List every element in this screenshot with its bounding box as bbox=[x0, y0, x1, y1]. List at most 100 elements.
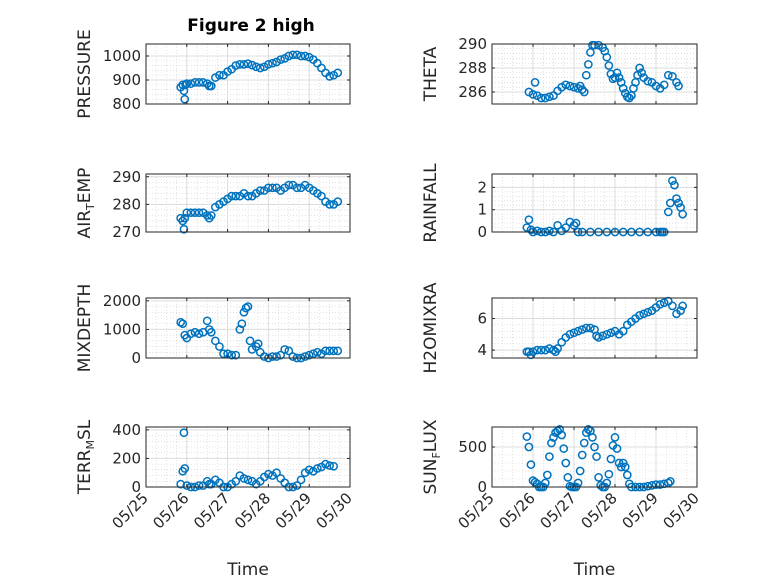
data-point bbox=[573, 326, 583, 336]
data-point bbox=[579, 438, 589, 448]
data-point bbox=[606, 328, 616, 338]
data-point bbox=[190, 78, 200, 87]
data-point bbox=[215, 70, 224, 80]
data-point bbox=[243, 475, 253, 485]
x-axis-label: Time bbox=[226, 560, 269, 580]
y-axis-label: SUNFLUX bbox=[421, 419, 443, 494]
data-point bbox=[555, 425, 565, 434]
y-tick-label: 288 bbox=[458, 59, 487, 77]
subplot-rainfall: 0 1 2 RAINFALL bbox=[421, 163, 698, 243]
data-point bbox=[296, 51, 306, 61]
data-point bbox=[577, 325, 587, 334]
data-point bbox=[639, 309, 649, 319]
data-point bbox=[194, 481, 204, 490]
data-point bbox=[553, 344, 562, 353]
data-point bbox=[292, 183, 302, 193]
x-tick-label: 05/25 bbox=[109, 489, 152, 532]
data-point bbox=[329, 461, 339, 471]
data-point bbox=[536, 93, 546, 103]
data-point bbox=[588, 433, 597, 442]
data-point bbox=[573, 84, 583, 93]
axes-box bbox=[491, 173, 698, 233]
data-point bbox=[280, 345, 290, 354]
data-point bbox=[610, 73, 620, 82]
data-point bbox=[561, 80, 571, 90]
data-point bbox=[235, 60, 245, 69]
x-tick-label: 05/28 bbox=[231, 489, 274, 532]
data-point bbox=[231, 61, 241, 70]
data-point bbox=[643, 76, 653, 86]
data-point bbox=[231, 350, 241, 360]
data-point bbox=[178, 319, 188, 329]
data-point bbox=[545, 226, 554, 236]
data-point bbox=[241, 303, 251, 313]
x-tick-label: 05/29 bbox=[272, 489, 315, 532]
data-point bbox=[276, 350, 285, 360]
data-point bbox=[586, 48, 595, 57]
y-tick-label: 500 bbox=[458, 438, 487, 456]
data-point bbox=[590, 442, 599, 452]
data-point bbox=[268, 58, 277, 68]
y-axis-label: TERRMSL bbox=[75, 419, 97, 495]
data-point bbox=[569, 82, 579, 92]
data-point bbox=[524, 215, 534, 225]
data-point bbox=[284, 180, 294, 190]
data-point bbox=[635, 63, 644, 73]
data-point bbox=[612, 68, 622, 78]
data-point bbox=[243, 59, 253, 69]
data-point bbox=[545, 452, 554, 461]
data-point bbox=[182, 79, 192, 88]
data-point bbox=[288, 352, 298, 361]
y-tick-label: 2000 bbox=[103, 292, 141, 310]
data-point bbox=[292, 50, 302, 60]
data-point bbox=[308, 349, 318, 359]
data-point bbox=[325, 461, 334, 470]
data-point bbox=[243, 191, 253, 201]
data-point bbox=[643, 307, 653, 317]
data-point bbox=[575, 466, 585, 476]
y-tick-label: 270 bbox=[112, 223, 141, 241]
data-point bbox=[666, 198, 675, 208]
data-point bbox=[296, 475, 306, 485]
data-point bbox=[284, 51, 294, 61]
data-point bbox=[618, 326, 628, 336]
axes-box bbox=[145, 297, 351, 359]
subplot-mixdepth: 0 1000 2000 MIXDEPTH bbox=[75, 284, 351, 373]
data-point bbox=[659, 80, 669, 90]
x-tick-label: 05/27 bbox=[537, 489, 580, 532]
data-point bbox=[569, 220, 579, 230]
data-point bbox=[182, 481, 192, 490]
data-point bbox=[540, 93, 550, 103]
subplot-theta: 286 288 290 THETA bbox=[421, 35, 698, 105]
data-point bbox=[547, 438, 556, 448]
data-point bbox=[549, 345, 558, 355]
y-tick-label: 400 bbox=[112, 421, 141, 439]
data-point bbox=[668, 176, 677, 186]
y-tick-label: 0 bbox=[477, 223, 487, 241]
y-axis-label: MIXDEPTH bbox=[75, 284, 95, 373]
data-point bbox=[180, 94, 190, 104]
data-point bbox=[304, 350, 314, 360]
data-point bbox=[666, 477, 675, 486]
data-point bbox=[292, 481, 302, 490]
data-point bbox=[604, 61, 614, 70]
data-point bbox=[672, 194, 681, 203]
y-axis-label: RAINFALL bbox=[421, 163, 441, 243]
y-tick-label: 800 bbox=[112, 95, 141, 113]
data-point bbox=[676, 306, 685, 315]
data-point bbox=[333, 197, 343, 206]
data-point bbox=[543, 470, 552, 480]
data-point bbox=[678, 209, 688, 219]
data-point bbox=[594, 333, 603, 342]
data-point bbox=[592, 331, 601, 341]
data-point bbox=[333, 346, 343, 356]
data-point bbox=[206, 327, 216, 337]
data-point bbox=[176, 317, 186, 327]
data-point bbox=[178, 80, 188, 90]
axes-box bbox=[145, 173, 351, 233]
data-point bbox=[264, 183, 273, 193]
data-point bbox=[674, 81, 683, 91]
data-point bbox=[622, 470, 632, 480]
data-point bbox=[268, 183, 277, 193]
data-point bbox=[272, 352, 281, 361]
